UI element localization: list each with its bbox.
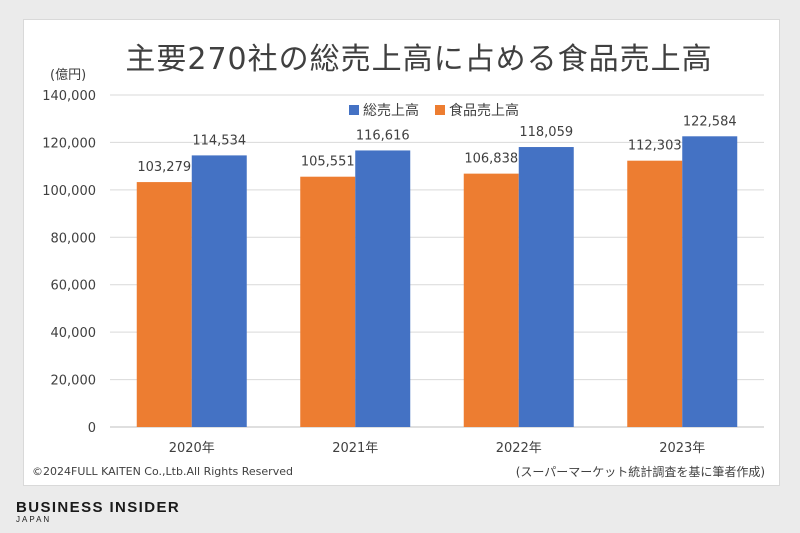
legend: 総売上高 食品売上高 [349, 100, 519, 120]
bar-food-sales [627, 160, 683, 427]
brand-region: JAPAN [16, 515, 52, 524]
copyright-notice: ©2024FULL KAITEN Co.,Ltb.All Rights Rese… [32, 465, 293, 478]
data-label: 122,584 [683, 114, 737, 129]
x-tick-label: 2020年 [169, 441, 215, 456]
y-axis-unit: (億円) [50, 68, 87, 83]
y-tick-label: 40,000 [51, 326, 97, 341]
bar-chart: 0 20,000 40,000 60,000 80,000 100,000 120,000 1… [42, 89, 764, 456]
source-note: (スーパーマーケット統計調査を基に筆者作成) [515, 465, 765, 479]
data-label: 106,838 [464, 152, 518, 167]
legend-swatch [349, 105, 359, 115]
brand-logo: BUSINESS INSIDER JAPAN [16, 499, 180, 524]
legend-item: 食品売上高 [435, 100, 519, 120]
bar-food-sales [300, 176, 356, 427]
y-tick-label: 100,000 [42, 184, 96, 199]
bar-total-sales [191, 155, 247, 427]
y-tick-label: 120,000 [42, 136, 96, 151]
legend-label: 食品売上高 [449, 103, 519, 119]
bar-total-sales [518, 147, 574, 427]
bar-total-sales [682, 136, 738, 428]
data-label: 116,616 [356, 128, 410, 143]
data-label: 118,059 [519, 125, 573, 140]
x-tick-label: 2023年 [659, 441, 705, 456]
y-tick-label: 140,000 [42, 89, 96, 104]
data-label: 103,279 [137, 160, 191, 175]
bar-total-sales [355, 150, 411, 427]
data-label: 105,551 [301, 155, 355, 170]
y-tick-label: 80,000 [51, 231, 97, 246]
legend-label: 総売上高 [363, 103, 419, 119]
legend-item: 総売上高 [349, 100, 419, 120]
x-tick-label: 2021年 [332, 441, 378, 456]
brand-name: BUSINESS INSIDER [16, 499, 181, 516]
x-tick-label: 2022年 [496, 441, 542, 456]
data-label: 112,303 [628, 139, 682, 154]
bar-food-sales [136, 182, 192, 427]
y-tick-label: 20,000 [51, 374, 97, 389]
y-tick-label: 0 [88, 421, 96, 436]
chart-title: 主要270社の総売上高に占める食品売上高 [125, 42, 713, 77]
chart-card: 0 20,000 40,000 60,000 80,000 100,000 120,000 1… [23, 19, 780, 486]
data-label: 114,534 [192, 133, 246, 148]
y-tick-label: 60,000 [51, 279, 97, 294]
legend-swatch [435, 105, 445, 115]
bar-food-sales [463, 173, 519, 427]
